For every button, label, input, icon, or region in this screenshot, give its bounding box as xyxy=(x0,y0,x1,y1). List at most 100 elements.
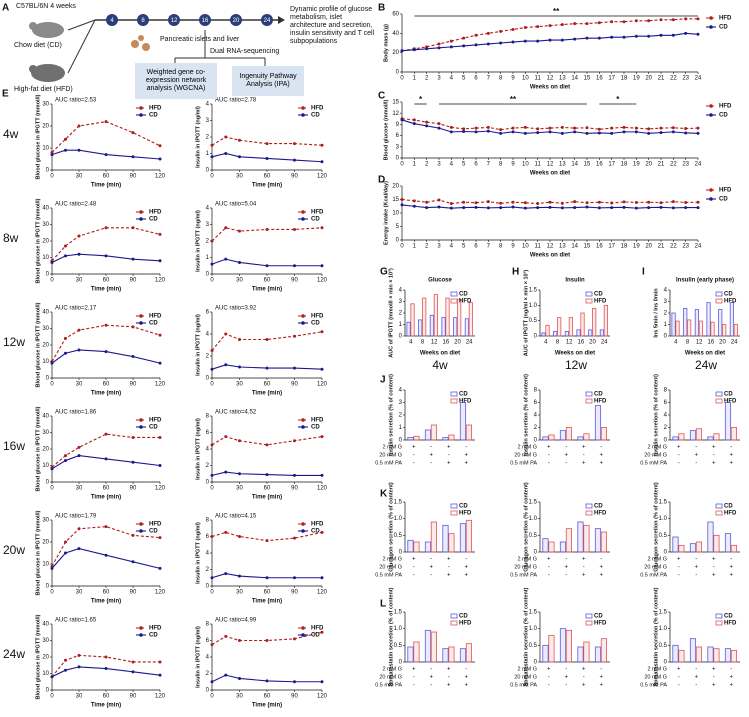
point xyxy=(659,18,663,22)
point xyxy=(293,439,296,443)
y-axis-label: Glucagon secretion (% of content) xyxy=(523,482,529,572)
x-tick-label: 12 xyxy=(547,76,554,82)
point xyxy=(238,365,241,369)
point xyxy=(224,470,228,474)
x-tick-label: 14 xyxy=(571,244,578,250)
x-tick-label: 7 xyxy=(487,244,491,250)
bar xyxy=(413,641,420,663)
x-tick-label: 0 xyxy=(400,76,404,82)
point xyxy=(536,131,540,135)
x-tick-label: 2 xyxy=(425,76,429,82)
point xyxy=(158,157,162,161)
series-line xyxy=(211,258,322,267)
legend-label: HFD xyxy=(149,626,162,632)
point xyxy=(104,226,108,230)
x-axis-label: Weeks on diet xyxy=(530,253,570,259)
y-tick-label: 0.5 xyxy=(529,643,538,649)
bar xyxy=(672,536,679,553)
x-tick-label: 3 xyxy=(437,76,441,82)
point xyxy=(462,206,466,210)
legend-label: HFD xyxy=(459,511,472,517)
tissue: Pancreatic islets and liver xyxy=(160,36,240,43)
condition-label: 0.5 mM PA xyxy=(375,460,402,466)
y-axis-label: Insulin in IPGTT (ng/ml) xyxy=(195,418,201,480)
point xyxy=(462,36,466,40)
condition-sign: + xyxy=(564,565,568,571)
condition-sign: - xyxy=(413,565,415,571)
bar xyxy=(577,521,584,553)
point xyxy=(684,31,688,35)
point xyxy=(210,239,214,243)
legend-label: CD xyxy=(459,504,468,510)
condition-sign: - xyxy=(413,675,415,681)
point xyxy=(104,525,108,529)
x-tick-label: 13 xyxy=(559,162,566,168)
legend-swatch xyxy=(450,298,458,304)
x-tick-label: 90 xyxy=(291,694,298,700)
bar xyxy=(407,646,414,663)
point xyxy=(131,257,135,261)
x-tick-label: 22 xyxy=(670,244,677,250)
point xyxy=(238,338,241,341)
x-tick-label: 19 xyxy=(633,162,640,168)
chart-subtitle: AUC ratio=5.04 xyxy=(215,202,257,208)
bar xyxy=(442,524,449,553)
y-tick-label: 6 xyxy=(206,638,210,644)
y-axis-label: Glucagon secretion (% of content) xyxy=(653,482,659,572)
legend-label: CD xyxy=(149,113,158,119)
panel-letter: J xyxy=(380,375,386,386)
legend-label: CD xyxy=(459,292,468,298)
condition-sign: + xyxy=(599,461,603,467)
point xyxy=(64,459,67,463)
x-tick-label: 21 xyxy=(658,244,665,250)
condition-sign: + xyxy=(447,557,451,563)
point xyxy=(320,473,324,477)
legend-swatch xyxy=(709,104,713,108)
legend-swatch xyxy=(715,291,723,297)
point xyxy=(560,201,564,205)
legend-label: CD xyxy=(311,113,320,119)
x-tick-label: 60 xyxy=(264,694,271,700)
y-tick-label: 3 xyxy=(399,400,403,406)
x-tick-label: 0 xyxy=(210,174,214,180)
x-axis-label: Time (min) xyxy=(252,287,282,293)
ipa-box: Ingenuity Pathway Analysis (IPA) xyxy=(232,66,304,96)
point xyxy=(412,122,416,126)
y-tick-label: 0 xyxy=(46,168,50,174)
point xyxy=(511,126,515,130)
point xyxy=(634,126,638,130)
y-tick-label: 8 xyxy=(206,414,210,420)
point xyxy=(64,454,67,458)
x-axis-label: Time (min) xyxy=(252,391,282,397)
point xyxy=(77,653,81,657)
bar xyxy=(448,434,455,441)
y-tick-label: 4 xyxy=(399,288,403,294)
x-tick-label: 23 xyxy=(682,244,689,250)
y-tick-label: 0 xyxy=(534,438,538,444)
point xyxy=(696,17,700,21)
y-tick-label: 0.5 xyxy=(659,643,668,649)
x-tick-label: 0 xyxy=(210,590,214,596)
islet-icon xyxy=(138,35,144,41)
y-tick-label: 0 xyxy=(396,70,400,76)
condition-sign: - xyxy=(600,667,602,673)
point xyxy=(548,200,552,204)
x-tick-label: 0 xyxy=(210,278,214,284)
condition-sign: + xyxy=(464,675,468,681)
y-tick-label: 0 xyxy=(46,584,50,590)
chart-title: Insulin (early phase) xyxy=(676,278,734,284)
bar xyxy=(413,541,420,553)
x-tick-label: 90 xyxy=(130,174,137,180)
point xyxy=(647,19,651,23)
y-axis-label: Blood glucose in IPGTT (mmol/l) xyxy=(35,94,41,179)
condition-sign: + xyxy=(547,445,551,451)
point xyxy=(210,262,214,266)
chart-subtitle: AUC ratio=2.78 xyxy=(215,98,257,104)
x-axis-label: Time (min) xyxy=(91,599,121,605)
legend-label: HFD xyxy=(459,621,472,627)
x-tick-label: 20 xyxy=(645,76,652,82)
point xyxy=(158,232,162,236)
point xyxy=(210,643,214,647)
x-tick-label: 60 xyxy=(103,486,110,492)
condition-sign: - xyxy=(730,445,732,451)
